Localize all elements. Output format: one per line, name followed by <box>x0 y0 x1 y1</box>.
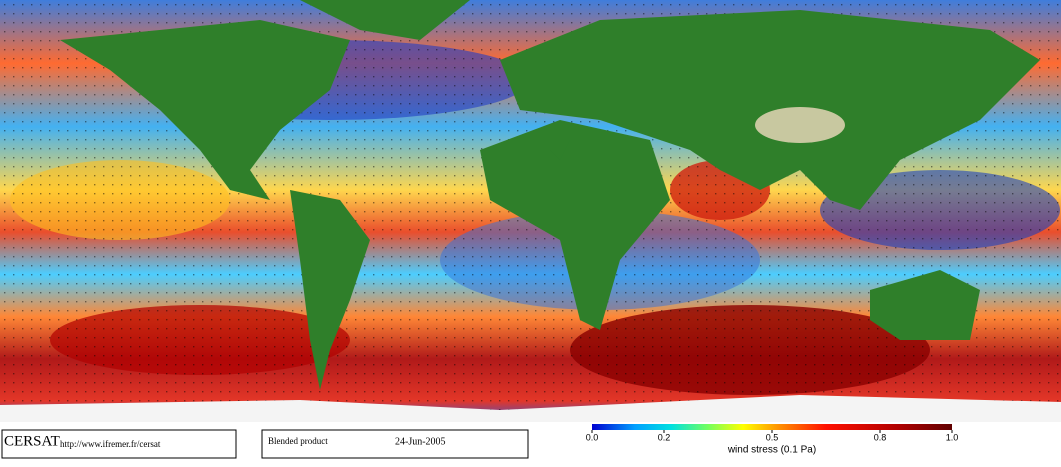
info-box <box>261 429 529 459</box>
url: http://www.ifremer.fr/cersat <box>60 439 161 449</box>
plateau <box>755 107 845 143</box>
colorbar <box>592 424 952 430</box>
info-box <box>1 429 237 459</box>
colorbar-label: wind stress (0.1 Pa) <box>727 445 816 456</box>
logo: CERSAT <box>4 433 60 449</box>
colorbar-tick-label: 0.0 <box>586 432 599 442</box>
colorbar-tick-label: 0.2 <box>658 432 671 442</box>
antarctica <box>0 395 1061 422</box>
colorbar-tick-label: 0.8 <box>874 432 887 442</box>
date: 24-Jun-2005 <box>395 436 446 447</box>
land <box>60 0 1040 390</box>
colorbar-tick-label: 0.5 <box>766 432 779 442</box>
product: Blended product <box>268 436 328 446</box>
colorbar-tick-label: 1.0 <box>946 432 959 442</box>
